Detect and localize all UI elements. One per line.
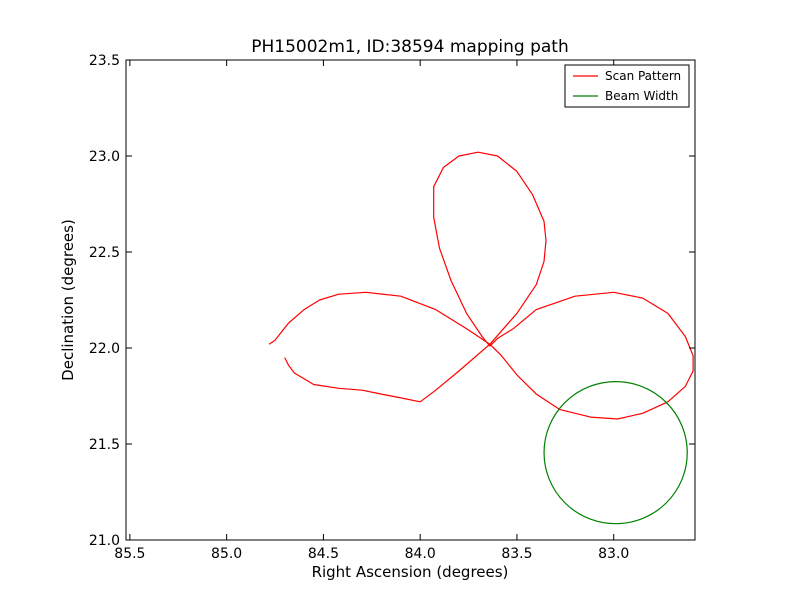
x-tick-label: 83.0	[598, 546, 629, 562]
chart-title: PH15002m1, ID:38594 mapping path	[251, 37, 569, 57]
y-tick-label: 21.5	[89, 437, 120, 453]
y-tick-label: 23.0	[89, 149, 120, 165]
x-tick-label: 83.5	[501, 546, 532, 562]
x-tick-label: 85.0	[211, 546, 242, 562]
legend-label: Scan Pattern	[605, 69, 681, 83]
y-tick-label: 21.0	[89, 533, 120, 549]
legend-label: Beam Width	[605, 89, 678, 103]
y-axis-label: Declination (degrees)	[59, 219, 77, 381]
legend: Scan Pattern Beam Width	[564, 64, 690, 108]
x-tick-label: 85.5	[114, 546, 145, 562]
y-axis: 21.0 21.5 22.0 22.5 23.0 23.5	[89, 53, 695, 549]
plot-area	[268, 151, 694, 525]
y-tick-label: 22.0	[89, 341, 120, 357]
x-axis-label: Right Ascension (degrees)	[312, 563, 509, 581]
legend-box	[564, 64, 690, 108]
plot-frame	[125, 59, 696, 541]
y-tick-label: 22.5	[89, 245, 120, 261]
x-axis: 85.5 85.0 84.5 84.0 83.5 83.0	[114, 60, 629, 562]
series-scan-pattern-line	[268, 151, 694, 420]
y-tick-label: 23.5	[89, 53, 120, 69]
x-tick-label: 84.5	[308, 546, 339, 562]
x-tick-label: 84.0	[405, 546, 436, 562]
series-beam-width-circle	[543, 381, 688, 525]
